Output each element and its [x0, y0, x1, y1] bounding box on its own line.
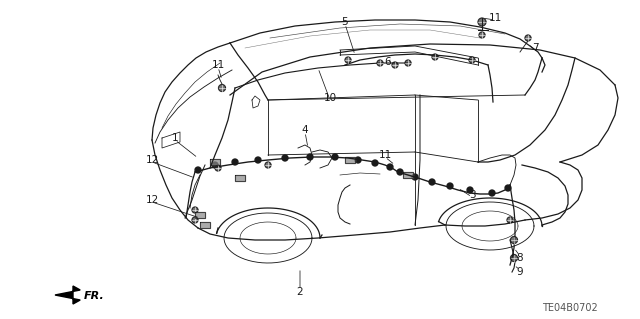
Polygon shape — [525, 35, 531, 41]
Polygon shape — [345, 157, 355, 163]
Polygon shape — [377, 60, 383, 66]
Polygon shape — [511, 255, 518, 262]
Polygon shape — [505, 185, 511, 191]
Text: 11: 11 — [488, 13, 502, 23]
Polygon shape — [218, 85, 225, 92]
Polygon shape — [387, 164, 393, 170]
Text: 12: 12 — [145, 195, 159, 205]
Text: 12: 12 — [145, 155, 159, 165]
Polygon shape — [412, 174, 418, 180]
Polygon shape — [265, 162, 271, 168]
Polygon shape — [478, 18, 486, 26]
Polygon shape — [345, 57, 351, 63]
Polygon shape — [397, 169, 403, 175]
Polygon shape — [195, 167, 201, 173]
Polygon shape — [405, 60, 411, 66]
Polygon shape — [429, 179, 435, 185]
Text: 11: 11 — [211, 60, 225, 70]
Text: 11: 11 — [378, 150, 392, 160]
Polygon shape — [210, 159, 220, 165]
Polygon shape — [372, 160, 378, 166]
Text: 3: 3 — [468, 190, 476, 200]
Polygon shape — [200, 222, 210, 228]
Polygon shape — [235, 175, 245, 181]
Text: FR.: FR. — [84, 291, 104, 301]
Polygon shape — [479, 32, 485, 38]
Text: 2: 2 — [297, 287, 303, 297]
Polygon shape — [255, 157, 261, 163]
Polygon shape — [447, 183, 453, 189]
Polygon shape — [282, 155, 288, 161]
Polygon shape — [232, 159, 238, 165]
Polygon shape — [212, 162, 218, 168]
Polygon shape — [55, 286, 80, 304]
Text: 8: 8 — [516, 253, 524, 263]
Polygon shape — [392, 62, 398, 68]
Polygon shape — [511, 236, 518, 243]
Polygon shape — [195, 212, 205, 218]
Text: 10: 10 — [323, 93, 337, 103]
Polygon shape — [507, 217, 513, 223]
Text: 9: 9 — [516, 267, 524, 277]
Polygon shape — [403, 172, 413, 178]
Text: 4: 4 — [301, 125, 308, 135]
Text: TE04B0702: TE04B0702 — [542, 303, 598, 313]
Polygon shape — [432, 54, 438, 60]
Text: 7: 7 — [532, 43, 538, 53]
Polygon shape — [332, 154, 338, 160]
Polygon shape — [192, 217, 198, 223]
Text: 1: 1 — [172, 133, 179, 143]
Polygon shape — [307, 154, 313, 160]
Polygon shape — [469, 57, 475, 63]
Polygon shape — [467, 187, 473, 193]
Text: 5: 5 — [342, 17, 348, 27]
Polygon shape — [215, 165, 221, 171]
Polygon shape — [355, 157, 361, 163]
Text: 6: 6 — [385, 57, 391, 67]
Polygon shape — [192, 207, 198, 213]
Polygon shape — [489, 190, 495, 196]
